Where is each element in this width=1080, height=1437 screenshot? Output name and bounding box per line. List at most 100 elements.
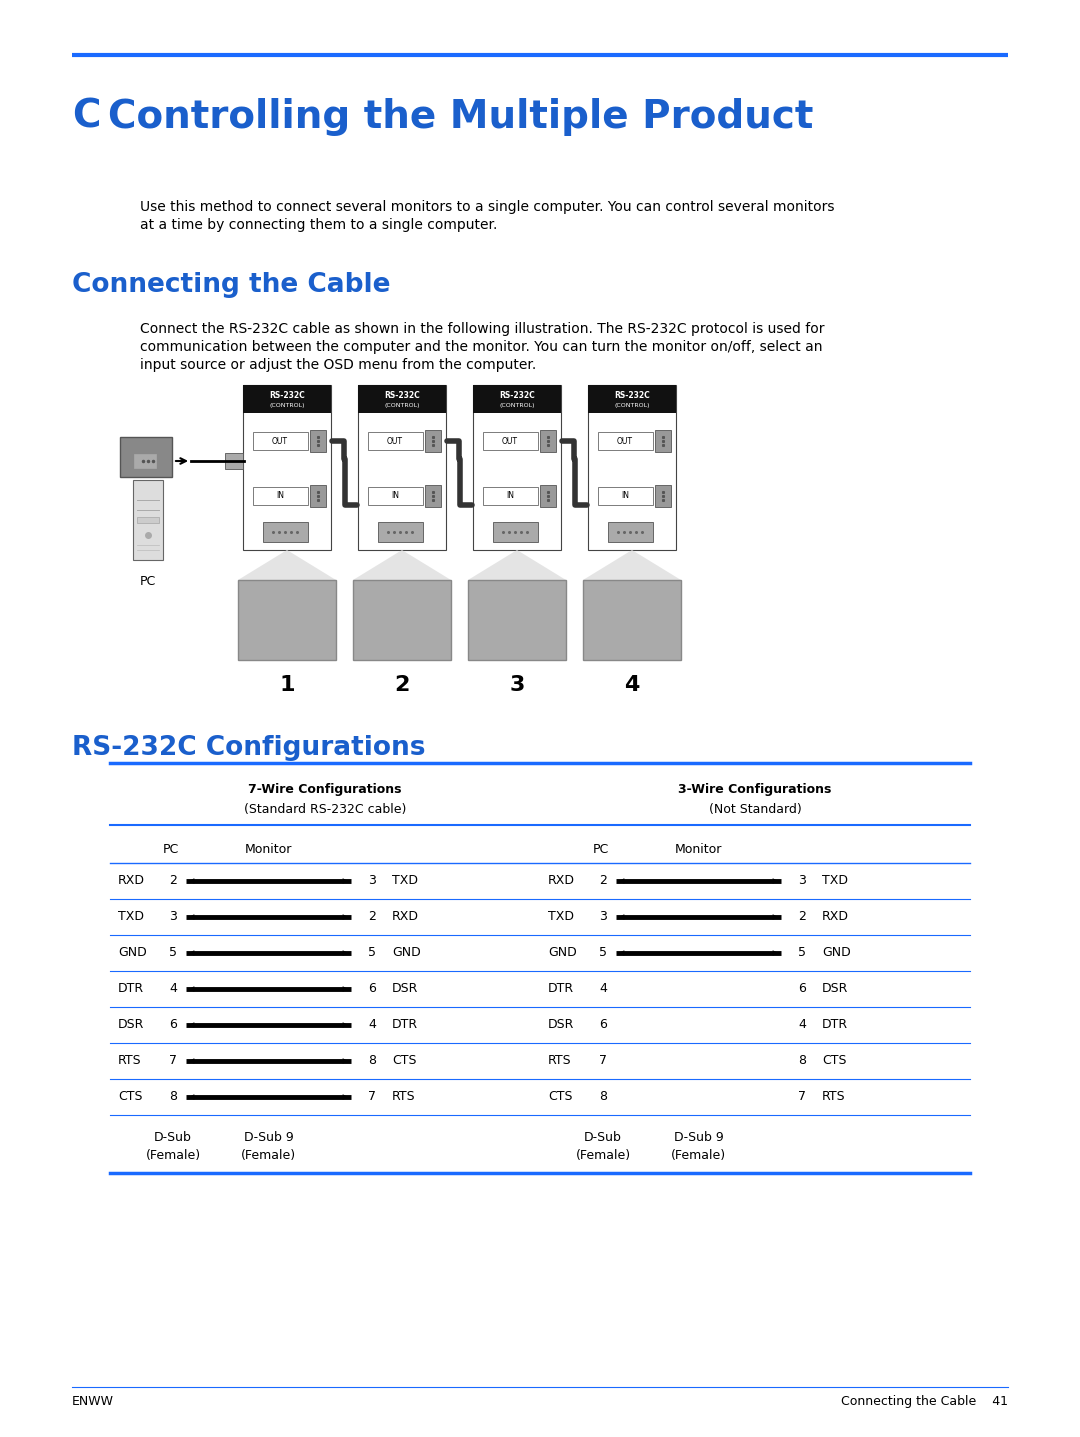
Bar	[598, 487, 653, 504]
Text: at a time by connecting them to a single computer.: at a time by connecting them to a single…	[140, 218, 498, 231]
Text: 6: 6	[798, 983, 806, 996]
Text: 8: 8	[168, 1091, 177, 1104]
Text: RXD: RXD	[392, 911, 419, 924]
Bar	[426, 430, 441, 453]
Bar	[378, 522, 423, 542]
Text: 5: 5	[798, 947, 806, 960]
Text: OUT: OUT	[272, 437, 288, 445]
Text: DTR: DTR	[822, 1019, 848, 1032]
Text: 7: 7	[168, 1055, 177, 1068]
Text: 6: 6	[368, 983, 376, 996]
Text: Connect the RS-232C cable as shown in the following illustration. The RS-232C pr: Connect the RS-232C cable as shown in th…	[140, 322, 824, 336]
Text: RXD: RXD	[118, 875, 145, 888]
Text: (Female): (Female)	[576, 1150, 631, 1163]
Text: GND: GND	[822, 947, 851, 960]
Text: 5: 5	[368, 947, 376, 960]
Bar	[310, 430, 326, 453]
Text: CTS: CTS	[548, 1091, 572, 1104]
Text: DTR: DTR	[548, 983, 575, 996]
Text: TXD: TXD	[548, 911, 573, 924]
Text: (Female): (Female)	[241, 1150, 296, 1163]
Text: 6: 6	[599, 1019, 607, 1032]
Bar	[608, 522, 653, 542]
Text: RTS: RTS	[118, 1055, 141, 1068]
Text: 2: 2	[170, 875, 177, 888]
Text: 7: 7	[798, 1091, 806, 1104]
Bar	[225, 453, 243, 468]
Text: (Female): (Female)	[146, 1150, 201, 1163]
Bar	[654, 486, 671, 507]
Text: 1: 1	[280, 675, 295, 696]
Text: (Female): (Female)	[671, 1150, 726, 1163]
Text: DSR: DSR	[118, 1019, 145, 1032]
Polygon shape	[468, 550, 566, 581]
Bar	[243, 385, 330, 550]
Text: communication between the computer and the monitor. You can turn the monitor on/: communication between the computer and t…	[140, 341, 823, 354]
Polygon shape	[238, 550, 336, 581]
Text: Monitor: Monitor	[245, 844, 293, 856]
Bar	[473, 385, 561, 550]
Bar	[243, 385, 330, 412]
Bar	[654, 430, 671, 453]
Bar	[588, 385, 676, 550]
Text: 3: 3	[798, 875, 806, 888]
Text: DSR: DSR	[392, 983, 418, 996]
Text: IN: IN	[621, 491, 629, 500]
Text: 3: 3	[599, 911, 607, 924]
Text: 4: 4	[798, 1019, 806, 1032]
Text: Connecting the Cable    41: Connecting the Cable 41	[841, 1395, 1008, 1408]
Text: IN: IN	[507, 491, 514, 500]
Bar	[120, 437, 172, 477]
Bar	[253, 433, 308, 450]
Bar	[598, 433, 653, 450]
Bar	[473, 385, 561, 412]
Text: RXD: RXD	[548, 875, 575, 888]
Text: (CONTROL): (CONTROL)	[384, 402, 420, 408]
Text: PC: PC	[593, 844, 609, 856]
Text: 4: 4	[170, 983, 177, 996]
Text: GND: GND	[118, 947, 147, 960]
Text: RS-232C: RS-232C	[499, 391, 535, 399]
Bar	[357, 385, 446, 412]
Text: TXD: TXD	[392, 875, 418, 888]
Text: RS-232C: RS-232C	[384, 391, 420, 399]
Text: TXD: TXD	[822, 875, 848, 888]
Bar	[357, 385, 446, 550]
Text: TXD: TXD	[118, 911, 144, 924]
Text: D-Sub: D-Sub	[154, 1131, 192, 1144]
Text: 8: 8	[798, 1055, 806, 1068]
Text: 8: 8	[368, 1055, 376, 1068]
Text: 4: 4	[599, 983, 607, 996]
Text: CTS: CTS	[118, 1091, 143, 1104]
Text: CTS: CTS	[392, 1055, 417, 1068]
Text: 3: 3	[510, 675, 525, 696]
Bar	[253, 487, 308, 504]
Bar	[483, 487, 538, 504]
Text: (Not Standard): (Not Standard)	[708, 803, 801, 816]
Text: ENWW: ENWW	[72, 1395, 114, 1408]
Text: IN: IN	[276, 491, 284, 500]
Text: DSR: DSR	[822, 983, 849, 996]
Text: 2: 2	[368, 911, 376, 924]
Bar	[583, 581, 681, 660]
Bar	[368, 433, 423, 450]
Text: IN: IN	[391, 491, 399, 500]
Text: GND: GND	[392, 947, 421, 960]
Text: 4: 4	[368, 1019, 376, 1032]
Text: D-Sub 9: D-Sub 9	[674, 1131, 724, 1144]
Text: C: C	[72, 98, 100, 137]
Text: (CONTROL): (CONTROL)	[615, 402, 650, 408]
Text: (Standard RS-232C cable): (Standard RS-232C cable)	[244, 803, 406, 816]
Text: Monitor: Monitor	[675, 844, 723, 856]
Text: 2: 2	[798, 911, 806, 924]
Text: 7: 7	[368, 1091, 376, 1104]
Text: RS-232C Configurations: RS-232C Configurations	[72, 734, 426, 762]
Text: RTS: RTS	[548, 1055, 571, 1068]
Text: 2: 2	[599, 875, 607, 888]
Text: (CONTROL): (CONTROL)	[499, 402, 535, 408]
Text: Controlling the Multiple Product: Controlling the Multiple Product	[108, 98, 813, 137]
Text: DTR: DTR	[118, 983, 144, 996]
Text: RS-232C: RS-232C	[615, 391, 650, 399]
Bar	[483, 433, 538, 450]
Text: RS-232C: RS-232C	[269, 391, 305, 399]
